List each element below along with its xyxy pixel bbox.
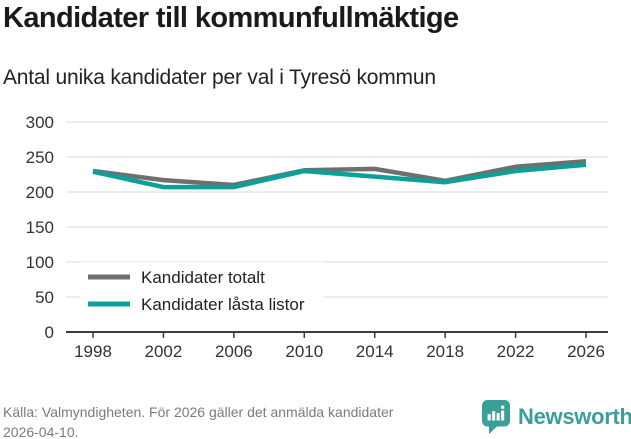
newsworthy-logo-icon	[482, 400, 510, 434]
y-tick-label: 150	[26, 218, 54, 237]
y-tick-label: 200	[26, 183, 54, 202]
x-tick-label: 1998	[74, 342, 112, 361]
x-tick-label: 2014	[356, 342, 394, 361]
x-tick-label: 2026	[567, 342, 605, 361]
y-tick-label: 300	[26, 113, 54, 132]
series-line-totalt	[92, 158, 587, 188]
y-tick-label: 0	[45, 323, 54, 342]
x-tick-label: 2002	[145, 342, 183, 361]
x-tick-label: 2006	[215, 342, 253, 361]
source-note: Källa: Valmyndigheten. För 2026 gäller d…	[3, 404, 394, 439]
newsworthy-logo-text: Newsworthy	[518, 404, 631, 429]
y-tick-label: 50	[35, 288, 54, 307]
legend-label: Kandidater låsta listor	[141, 295, 305, 314]
x-tick-label: 2010	[285, 342, 323, 361]
y-tick-label: 250	[26, 148, 54, 167]
newsworthy-logo[interactable]: Newsworthy	[482, 400, 631, 434]
chart-subtitle: Antal unika kandidater per val i Tyresö …	[3, 66, 436, 89]
legend-background	[80, 262, 324, 320]
chart-title: Kandidater till kommunfullmäktige	[3, 2, 459, 34]
y-tick-label: 100	[26, 253, 54, 272]
x-tick-label: 2022	[497, 342, 535, 361]
x-tick-label: 2018	[426, 342, 464, 361]
series-line-lasta-listor	[92, 162, 587, 190]
legend-label: Kandidater totalt	[141, 268, 265, 287]
